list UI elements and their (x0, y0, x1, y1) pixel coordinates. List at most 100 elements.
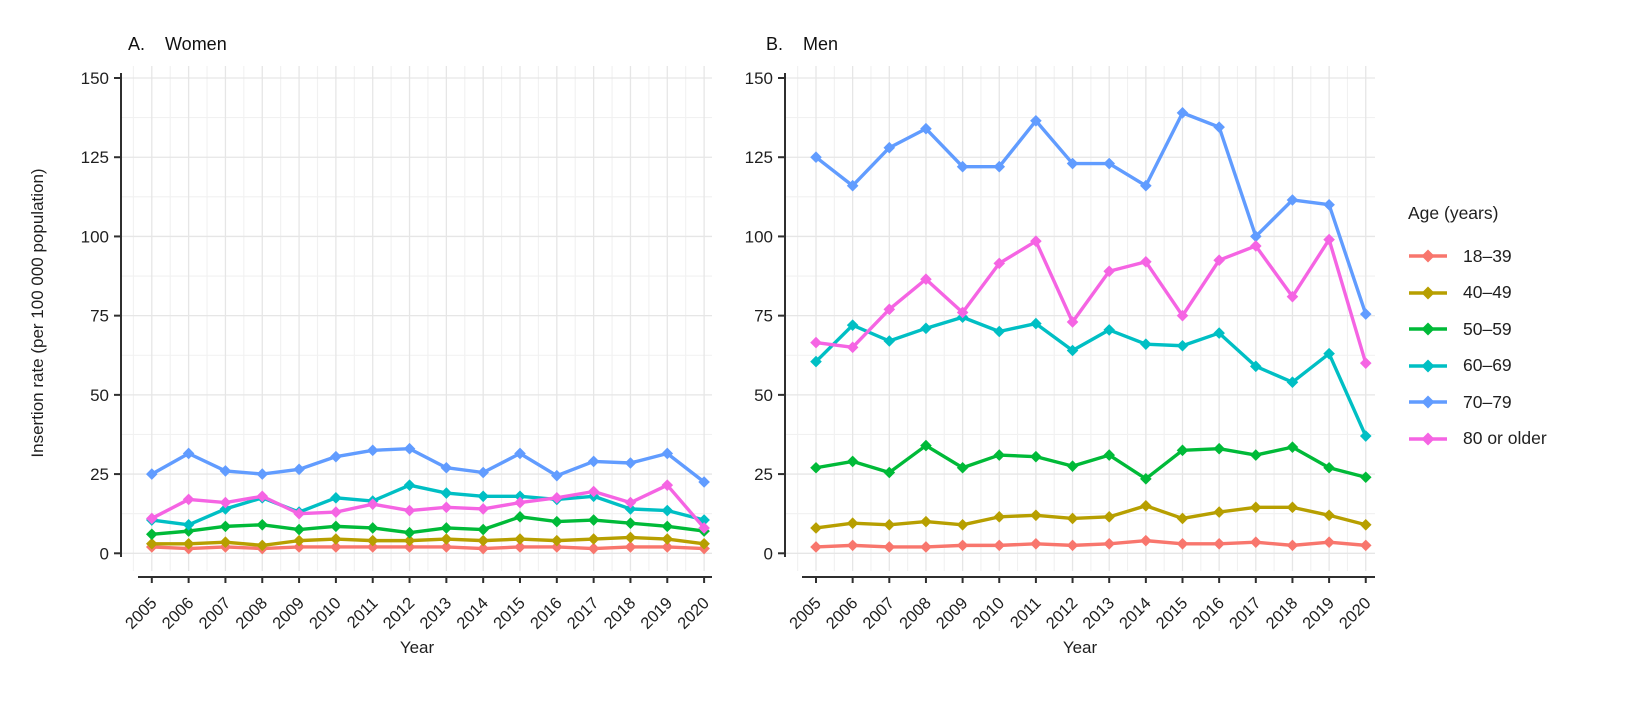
panel-a-marker-18-39 (440, 541, 453, 553)
panel-a-marker-50-59 (440, 522, 453, 534)
panel-b-marker-70-79 (1359, 308, 1372, 320)
panel-b-marker-18-39 (956, 539, 969, 552)
panel-a-line-70-79 (150, 447, 706, 484)
panel-b-marker-50-59 (1359, 471, 1372, 484)
panel-a-marker-80-or-older (182, 493, 195, 506)
panel-a-marker-80-or-older (403, 504, 416, 517)
panel-a-marker-80-or-older (477, 503, 489, 515)
panel-b-series-40-49 (810, 499, 1372, 534)
panel-a-marker-50-59 (514, 511, 526, 523)
panel-b-x-tick-label: 2016 (1189, 594, 1228, 633)
panel-a-y-tick-label: 75 (90, 307, 109, 326)
legend-item-40-49: 40–49 (1408, 275, 1547, 312)
panel-b-line-40-49 (814, 504, 1368, 530)
panel-a-marker-50-59 (293, 523, 305, 536)
panel-a-marker-80-or-older (146, 512, 158, 525)
panel-b-x-tick-label: 2014 (1116, 594, 1155, 633)
panel-b-marker-60-69 (810, 355, 822, 368)
panel-a-marker-18-39 (293, 541, 305, 553)
panel-b-marker-70-79 (1030, 114, 1042, 127)
panel-b-marker-50-59 (810, 461, 822, 474)
panel-a-marker-70-79 (587, 455, 600, 468)
panel-b-y-tick-label: 125 (745, 148, 773, 167)
legend-item-label: 70–79 (1463, 391, 1512, 412)
panel-b-marker-40-49 (1286, 501, 1299, 514)
panel-b-marker-60-69 (883, 335, 896, 347)
panel-a-x-tick-label: 2009 (269, 594, 308, 633)
panel-a-line-40-49 (150, 535, 706, 548)
panel-a-marker-40-49 (624, 531, 637, 544)
panel-a-series-40-49 (146, 531, 710, 552)
panel-b-marker-18-39 (1250, 536, 1262, 549)
panel-a-marker-70-79 (551, 469, 563, 482)
panel-a-y-tick-label: 100 (81, 227, 109, 246)
panel-b-marker-70-79 (956, 160, 969, 173)
panel-a-marker-40-49 (477, 534, 489, 547)
panel-a-x-tick-label: 2008 (232, 594, 271, 633)
panel-a-chart: 0 25 50 75 100 125 150 200520062007200820092010… (81, 66, 713, 633)
panel-b-marker-40-49 (1030, 509, 1042, 522)
panel-b-marker-18-39 (1323, 536, 1335, 549)
panel-a-marker-70-79 (403, 442, 416, 455)
panel-a-marker-18-39 (624, 541, 637, 553)
panel-b-x-tick-labels: 2005200620072008200920102011201220132014… (786, 594, 1374, 633)
panel-b-marker-80-or-older (1213, 254, 1225, 266)
panel-b-series-80-or-older (810, 233, 1372, 369)
legend-item-80-or-older: 80 or older (1408, 421, 1547, 458)
panel-a-marker-50-59 (182, 525, 195, 537)
panel-a-marker-40-49 (661, 533, 674, 545)
panel-a-marker-80-or-older (551, 492, 563, 504)
panel-b-y-tick-label: 50 (754, 386, 773, 405)
panel-a-marker-40-49 (146, 537, 158, 550)
panel-b-marker-40-49 (1359, 518, 1372, 531)
panel-a-x-tick-label: 2010 (306, 594, 345, 633)
panel-b-x-tick-label: 2018 (1263, 594, 1302, 633)
panel-b-marker-60-69 (1066, 344, 1079, 357)
panel-b-marker-80-or-older (1176, 309, 1189, 322)
panel-a-axes (114, 73, 712, 583)
panel-b-marker-50-59 (1030, 450, 1042, 463)
panel-a-line-60-69 (150, 483, 706, 527)
panel-b-marker-50-59 (1066, 460, 1079, 472)
panel-b-marker-70-79 (1286, 194, 1299, 206)
panel-b-line-60-69 (814, 315, 1368, 438)
panel-a-x-tick-label: 2018 (601, 594, 640, 633)
panel-a-marker-18-39 (330, 541, 342, 553)
panel-a-marker-80-or-older (698, 522, 710, 534)
panel-b-marker-60-69 (1213, 327, 1225, 339)
panel-b-x-tick-label: 2006 (823, 594, 862, 633)
panel-a-title: A. Women (128, 34, 227, 55)
panel-a-marker-60-69 (477, 490, 489, 503)
panel-a-marker-18-39 (587, 542, 600, 555)
legend-swatch-diamond-icon (1409, 432, 1447, 446)
panel-b-marker-18-39 (810, 541, 822, 553)
panel-b-marker-70-79 (1140, 179, 1152, 192)
panel-a-x-tick-label: 2011 (344, 594, 382, 632)
y-axis-title: Insertion rate (per 100 000 population) (28, 168, 47, 458)
panel-b-marker-50-59 (1250, 449, 1262, 461)
panel-b-marker-18-39 (1359, 539, 1372, 552)
panel-a-marker-60-69 (182, 518, 195, 531)
panel-a-label: A. (128, 34, 146, 54)
panel-a-marker-80-or-older (330, 506, 342, 518)
panel-b-marker-80-or-older (1140, 255, 1152, 268)
panel-a-marker-40-49 (256, 539, 269, 552)
panel-a-marker-80-or-older (219, 496, 232, 509)
panel-a-marker-50-59 (366, 522, 379, 534)
panel-b-marker-60-69 (920, 322, 932, 335)
panel-a-x-tick-label: 2017 (564, 594, 603, 633)
panel-a-marker-40-49 (293, 534, 305, 547)
legend-swatch-diamond-icon (1409, 322, 1447, 336)
panel-b-series-18-39 (810, 534, 1372, 553)
panel-b-marker-40-49 (993, 511, 1006, 523)
panel-a-marker-40-49 (440, 533, 453, 545)
panel-a-marker-70-79 (366, 444, 379, 457)
legend-swatch-diamond-icon (1409, 286, 1447, 300)
panel-a-marker-70-79 (514, 447, 526, 460)
panel-b-marker-80-or-older (846, 341, 859, 354)
legend-swatch-diamond-icon (1409, 359, 1447, 373)
panel-a-marker-70-79 (440, 461, 453, 474)
